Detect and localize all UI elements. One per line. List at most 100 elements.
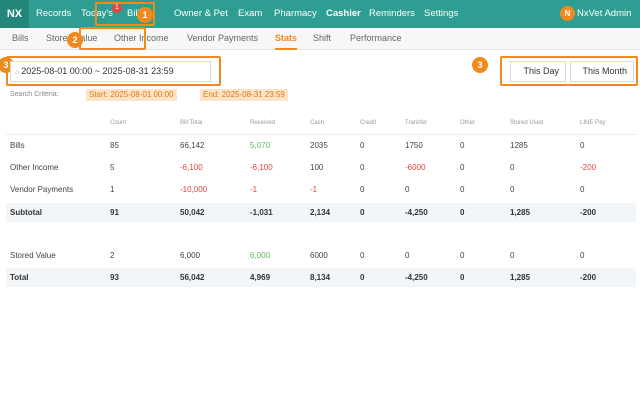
table-row: Other Income 5 -6,100 -6,100 100 0 -6000 0 0 -200 [6, 158, 636, 177]
table-row: Bills 85 66,142 5,070 2035 0 1750 0 1285 0 [6, 136, 636, 155]
table-row: Subtotal 91 50,042 -1,031 2,134 0 -4,250 0 1,285… [6, 203, 636, 222]
annotation-marker-2: 2 [67, 32, 83, 48]
table-cell: -200 [580, 208, 597, 217]
table-cell: 2 [110, 251, 115, 260]
table-cell: -200 [580, 163, 597, 172]
col-header-other: Other [460, 120, 476, 126]
table-cell: 0 [460, 185, 465, 194]
table-cell: 56,042 [180, 273, 205, 282]
col-header-transfer: Transfer [405, 120, 428, 126]
table-cell: 0 [460, 273, 465, 282]
row-label: Bills [10, 141, 25, 150]
calendar-icon: ⌂ [15, 69, 20, 76]
this-day-button[interactable]: This Day [510, 61, 566, 82]
table-cell: -6,100 [250, 163, 273, 172]
table-cell: -1 [310, 185, 318, 194]
user-avatar[interactable]: N [560, 6, 575, 21]
table-cell: -200 [580, 273, 597, 282]
start-criteria-tag: Start: 2025-08-01 00:00 [86, 89, 177, 101]
row-label: Subtotal [10, 208, 42, 217]
table-cell: 6,000 [180, 251, 201, 260]
date-range-value: 2025-08-01 00:00 ~ 2025-08-31 23:59 [21, 66, 174, 76]
date-range-picker[interactable]: ⌂ 2025-08-01 00:00 ~ 2025-08-31 23:59 [10, 61, 211, 82]
search-criteria-label: Search Criteria: [10, 91, 59, 98]
table-cell: 0 [360, 185, 365, 194]
table-cell: -6,100 [180, 163, 203, 172]
nav-settings[interactable]: Settings [424, 8, 459, 19]
col-header-credit: Credit [360, 120, 377, 126]
row-label: Total [10, 273, 29, 282]
app-logo[interactable]: NX [0, 0, 29, 28]
col-header-stored-used: Stored Used [510, 120, 544, 126]
table-cell: 0 [510, 163, 515, 172]
row-label: Vendor Payments [10, 185, 74, 194]
table-cell: 6000 [310, 251, 328, 260]
table-row: Vendor Payments 1 -10,000 -1 -1 0 0 0 0 0 [6, 180, 636, 199]
nav-cashier[interactable]: Cashier [326, 8, 361, 19]
table-cell: 0 [510, 251, 515, 260]
table-cell: 50,042 [180, 208, 205, 217]
table-cell: 0 [405, 185, 410, 194]
table-cell: 2,134 [310, 208, 331, 217]
notification-badge: 1 [112, 3, 122, 13]
annotation-marker-1: 1 [137, 7, 153, 23]
annotation-box-2 [79, 27, 146, 50]
table-cell: 66,142 [180, 141, 205, 150]
table-cell: 6,000 [250, 251, 271, 260]
tab-bills[interactable]: Bills [12, 33, 29, 43]
table-cell: -4,250 [405, 208, 428, 217]
row-label: Other Income [10, 163, 59, 172]
header-divider [6, 134, 636, 135]
tab-vendor-payments[interactable]: Vendor Payments [187, 33, 259, 43]
tab-other-income[interactable]: Other Income [114, 33, 169, 43]
nav-records[interactable]: Records [36, 8, 72, 19]
table-cell: -6000 [405, 163, 426, 172]
nav-reminders[interactable]: Reminders [369, 8, 415, 19]
tab-shift[interactable]: Shift [313, 33, 332, 43]
table-cell: 0 [360, 208, 365, 217]
table-cell: 85 [110, 141, 119, 150]
col-header-bill-total: Bill Total [180, 120, 203, 126]
tab-stats[interactable]: Stats [275, 28, 298, 50]
this-month-button[interactable]: This Month [570, 61, 634, 82]
table-cell: -1 [250, 185, 258, 194]
table-cell: 1,285 [510, 273, 531, 282]
annotation-box-1 [95, 2, 155, 26]
col-header-line-pay: LINE Pay [580, 120, 606, 126]
table-cell: 0 [580, 141, 585, 150]
table-cell: -1,031 [250, 208, 273, 217]
top-nav-bar: NX Records Today's 1 Billing Owner & Pet… [0, 0, 640, 28]
table-row: Stored Value 2 6,000 6,000 6000 0 0 0 0 0 [6, 246, 636, 265]
annotation-marker-3-quick: 3 [472, 57, 488, 73]
table-cell: 100 [310, 163, 324, 172]
table-cell: -4,250 [405, 273, 428, 282]
table-cell: 0 [580, 251, 585, 260]
nav-pharmacy[interactable]: Pharmacy [274, 8, 317, 19]
table-cell: 0 [460, 251, 465, 260]
table-cell: 0 [580, 185, 585, 194]
user-name[interactable]: NxVet Admin [577, 8, 632, 19]
nav-exam[interactable]: Exam [238, 8, 263, 19]
table-cell: 1285 [510, 141, 528, 150]
table-cell: 5 [110, 163, 115, 172]
table-cell: 1750 [405, 141, 423, 150]
table-cell: 0 [460, 208, 465, 217]
table-cell: 1 [110, 185, 115, 194]
table-row: Total 93 56,042 4,969 8,134 0 -4,250 0 1,285 -200 [6, 268, 636, 287]
annotation-box-3-quick [500, 56, 638, 86]
nav-owner-pet[interactable]: Owner & Pet [174, 8, 228, 19]
tab-performance[interactable]: Performance [350, 33, 402, 43]
table-cell: 0 [360, 141, 365, 150]
table-cell: -10,000 [180, 185, 208, 194]
table-cell: 2035 [310, 141, 328, 150]
table-cell: 93 [110, 273, 119, 282]
table-cell: 0 [360, 251, 365, 260]
row-label: Stored Value [10, 251, 56, 260]
table-cell: 0 [460, 141, 465, 150]
table-cell: 91 [110, 208, 119, 217]
col-header-received: Received [250, 120, 276, 126]
table-cell: 0 [405, 251, 410, 260]
end-criteria-tag: End: 2025-08-31 23:59 [200, 89, 288, 101]
table-cell: 5,070 [250, 141, 271, 150]
col-header-cash: Cash [310, 120, 325, 126]
